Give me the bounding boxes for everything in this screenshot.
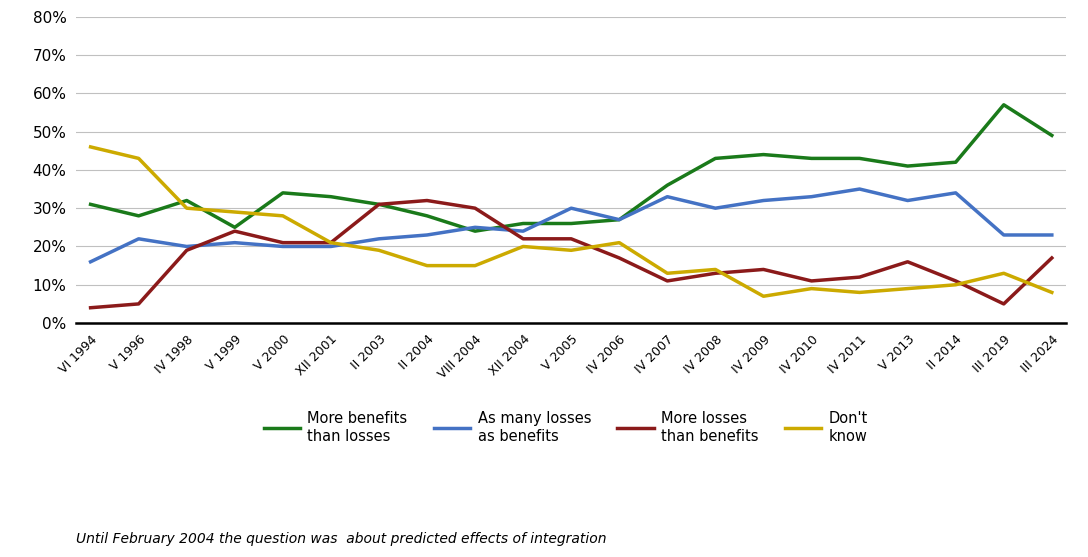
Legend: More benefits
than losses, As many losses
as benefits, More losses
than benefits: More benefits than losses, As many losse… [258,405,874,449]
Text: Until February 2004 the question was  about predicted effects of integration: Until February 2004 the question was abo… [76,532,607,546]
